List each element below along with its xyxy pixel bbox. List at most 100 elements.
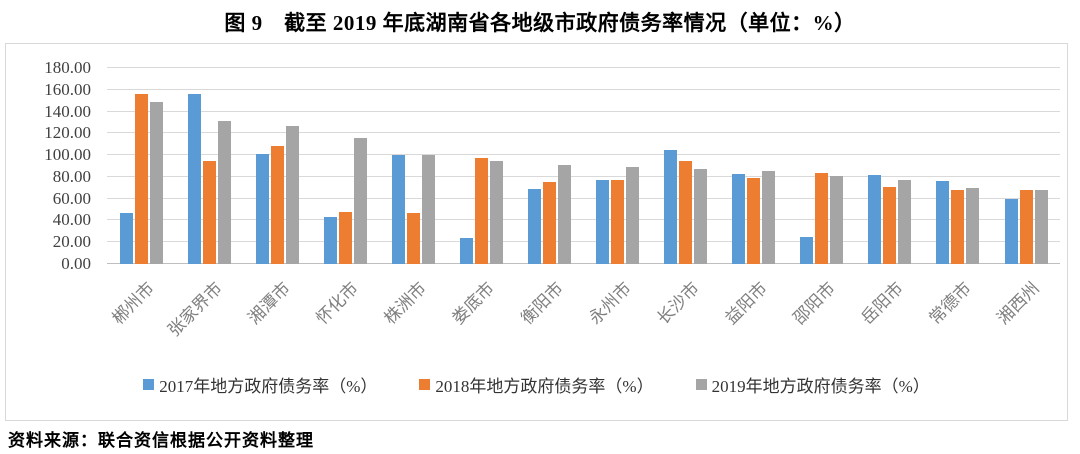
- gridline: [107, 110, 1060, 112]
- bar: [270, 146, 284, 264]
- bar: [898, 180, 912, 264]
- bar: [936, 181, 950, 264]
- chart-area: 180.00 160.00 140.00 120.00 100.00 80.00 60.00…: [5, 43, 1068, 421]
- gridline: [107, 175, 1060, 177]
- x-category-label: 娄底市: [448, 278, 499, 329]
- y-tick-label: 140.00: [44, 101, 91, 121]
- bar: [868, 174, 882, 264]
- bar-group: [992, 68, 1060, 264]
- bar: [474, 158, 488, 264]
- legend-label: 2018年地方政府债务率（%）: [435, 377, 654, 396]
- x-category-label: 衡阳市: [516, 278, 567, 329]
- bar: [391, 155, 405, 264]
- bar: [830, 175, 844, 264]
- x-category-label: 益阳市: [721, 278, 771, 329]
- legend-label: 2017年地方政府债务率（%）: [159, 377, 378, 396]
- chart-title: 图 9 截至 2019 年底湖南省各地级市政府债务率情况（单位：%）: [224, 11, 856, 35]
- source-note: 资料来源：联合资信根据公开资料整理: [8, 431, 314, 450]
- bar-group: [515, 68, 583, 264]
- x-category-cell: 邵阳市: [788, 267, 856, 367]
- y-tick-label: 180.00: [44, 58, 91, 77]
- bar: [353, 137, 367, 264]
- legend-item: 2018年地方政府债务率（%）: [419, 372, 654, 397]
- legend-swatch: [695, 379, 707, 390]
- gridline: [107, 219, 1060, 221]
- gridline: [107, 132, 1060, 134]
- bar: [323, 217, 337, 264]
- legend-item: 2019年地方政府债务率（%）: [695, 372, 930, 397]
- x-category-cell: 衡阳市: [515, 267, 583, 367]
- bar: [1004, 198, 1018, 264]
- gridline: [107, 154, 1060, 156]
- legend-swatch: [419, 379, 431, 390]
- legend: 2017年地方政府债务率（%） 2018年地方政府债务率（%） 2019年地方政府债…: [6, 372, 1067, 397]
- legend-item: 2017年地方政府债务率（%）: [143, 372, 377, 397]
- bar-group: [652, 68, 720, 264]
- x-category-cell: 岳阳市: [856, 267, 924, 367]
- bar: [543, 182, 556, 264]
- x-category-cell: 娄底市: [447, 267, 515, 367]
- bar: [134, 94, 148, 264]
- legend-swatch: [143, 379, 155, 390]
- y-tick-label: 80.00: [52, 166, 91, 186]
- bar: [883, 186, 897, 264]
- bar: [679, 160, 693, 264]
- bar: [762, 171, 776, 264]
- bar-group: [584, 68, 652, 264]
- x-category-cell: 湘西州: [992, 267, 1060, 367]
- plot-area: [107, 67, 1060, 264]
- bar: [421, 155, 435, 264]
- y-tick-label: 60.00: [52, 188, 91, 208]
- bar-group: [447, 68, 515, 264]
- gridline: [107, 67, 1060, 68]
- x-category-label: 怀化市: [312, 278, 363, 329]
- x-axis-labels: 郴州市 张家界市 湘潭市 怀化市 株洲市 娄底市 衡阳市 永州市 长沙市 益阳市 邵阳市 岳阳市 常德市…: [107, 267, 1060, 367]
- x-category-cell: 永州市: [584, 267, 652, 367]
- bar: [285, 125, 299, 264]
- bar: [611, 180, 625, 264]
- bar: [966, 187, 980, 264]
- gridline: [107, 197, 1060, 199]
- bar-group: [788, 68, 856, 264]
- bar: [489, 160, 503, 264]
- bar: [664, 149, 678, 264]
- bar-group: [379, 68, 447, 264]
- bar: [338, 211, 352, 264]
- bar: [528, 188, 541, 264]
- bar-group: [311, 68, 379, 264]
- bar: [815, 172, 829, 264]
- bar: [187, 94, 201, 264]
- bar: [255, 154, 269, 264]
- x-category-cell: 郴州市: [107, 267, 175, 367]
- x-category-label: 邵阳市: [789, 278, 839, 329]
- bar: [149, 101, 163, 264]
- x-category-label: 岳阳市: [857, 278, 907, 329]
- bar-group: [243, 68, 311, 264]
- bar: [1034, 189, 1048, 264]
- bar: [626, 167, 640, 264]
- y-axis-labels: 180.00 160.00 140.00 120.00 100.00 80.00 60.00…: [6, 58, 99, 273]
- bar: [596, 180, 610, 264]
- bar: [800, 236, 814, 264]
- x-category-label: 永州市: [585, 278, 635, 329]
- bar: [747, 177, 761, 264]
- bar-group: [720, 68, 788, 264]
- x-category-label: 湘潭市: [244, 278, 295, 329]
- x-category-label: 湘西州: [993, 278, 1044, 329]
- bar: [558, 164, 571, 264]
- x-category-cell: 株洲市: [379, 267, 447, 367]
- x-category-cell: 怀化市: [311, 267, 379, 367]
- bar: [119, 212, 133, 264]
- x-category-label: 长沙市: [653, 278, 703, 329]
- legend-label: 2019年地方政府债务率（%）: [711, 377, 930, 396]
- bar: [951, 189, 965, 264]
- y-tick-label: 120.00: [44, 123, 91, 143]
- bar-group: [107, 68, 175, 264]
- gridline: [107, 241, 1060, 243]
- y-tick-label: 20.00: [52, 232, 91, 252]
- y-tick-label: 100.00: [44, 145, 91, 165]
- bar-group: [175, 68, 243, 264]
- gridline: [107, 88, 1060, 90]
- x-category-cell: 湘潭市: [243, 267, 311, 367]
- bar: [1019, 189, 1033, 264]
